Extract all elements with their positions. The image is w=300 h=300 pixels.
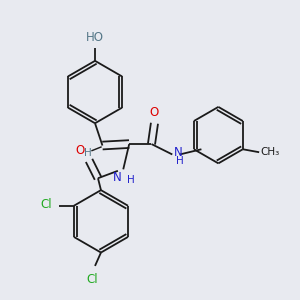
Text: N: N: [113, 171, 122, 184]
Text: O: O: [150, 106, 159, 119]
Text: CH₃: CH₃: [261, 147, 280, 157]
Text: Cl: Cl: [40, 198, 52, 211]
Text: Cl: Cl: [86, 273, 98, 286]
Text: O: O: [75, 144, 85, 158]
Text: HO: HO: [86, 32, 104, 44]
Text: H: H: [84, 148, 92, 158]
Text: H: H: [127, 175, 135, 185]
Text: N: N: [174, 146, 182, 160]
Text: H: H: [176, 156, 184, 166]
